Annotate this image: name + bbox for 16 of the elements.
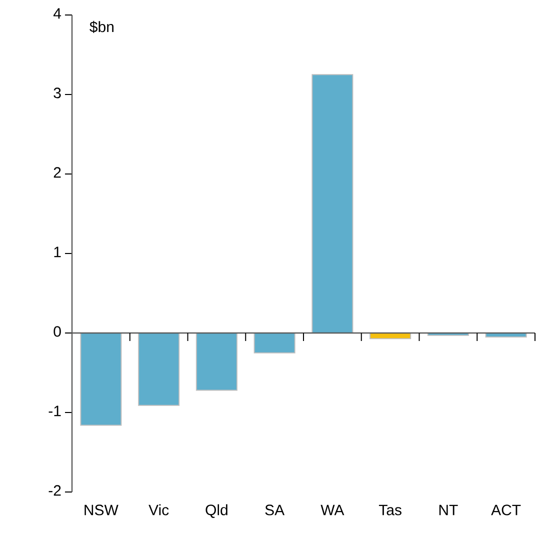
y-tick-label: -1 (48, 406, 61, 416)
y-axis-title: $bn (90, 20, 114, 34)
y-tick-label: -2 (48, 485, 61, 496)
y-tick-label: 2 (54, 167, 61, 178)
y-tick-label: 3 (54, 88, 61, 98)
x-tick-label: Tas (378, 504, 402, 516)
x-tick-label: ACT (491, 504, 521, 516)
x-tick-label: NT (439, 504, 458, 516)
x-tick-label: SA (265, 504, 285, 516)
y-tick-label: 1 (54, 246, 61, 258)
y-tick-label: 4 (53, 8, 62, 19)
x-tick-label: Qld (206, 504, 228, 518)
x-tick-label: NSW (84, 504, 118, 516)
x-tick-label: Vic (148, 504, 169, 516)
x-tick-label: WA (320, 504, 344, 516)
y-tick-label: 0 (54, 326, 61, 337)
